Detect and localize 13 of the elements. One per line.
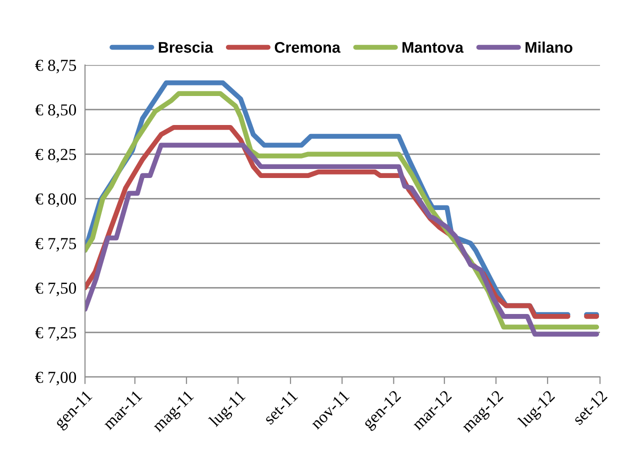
y-tick-label: € 8,75 xyxy=(35,60,76,74)
legend-label: Mantova xyxy=(402,42,464,53)
legend-label: Brescia xyxy=(158,42,214,53)
legend-label: Milano xyxy=(526,42,572,53)
y-tick-label: € 8,50 xyxy=(35,104,76,118)
y-tick-label: € 7,00 xyxy=(35,372,76,386)
y-tick-label: € 7,25 xyxy=(35,327,76,341)
y-tick-label: € 8,00 xyxy=(35,193,76,208)
y-tick-label: € 7,75 xyxy=(35,238,76,252)
line-series xyxy=(85,142,600,337)
y-tick-label: € 8,25 xyxy=(35,148,76,162)
legend-label: Cremona xyxy=(274,42,341,53)
y-tick-label: € 7,50 xyxy=(35,282,76,296)
